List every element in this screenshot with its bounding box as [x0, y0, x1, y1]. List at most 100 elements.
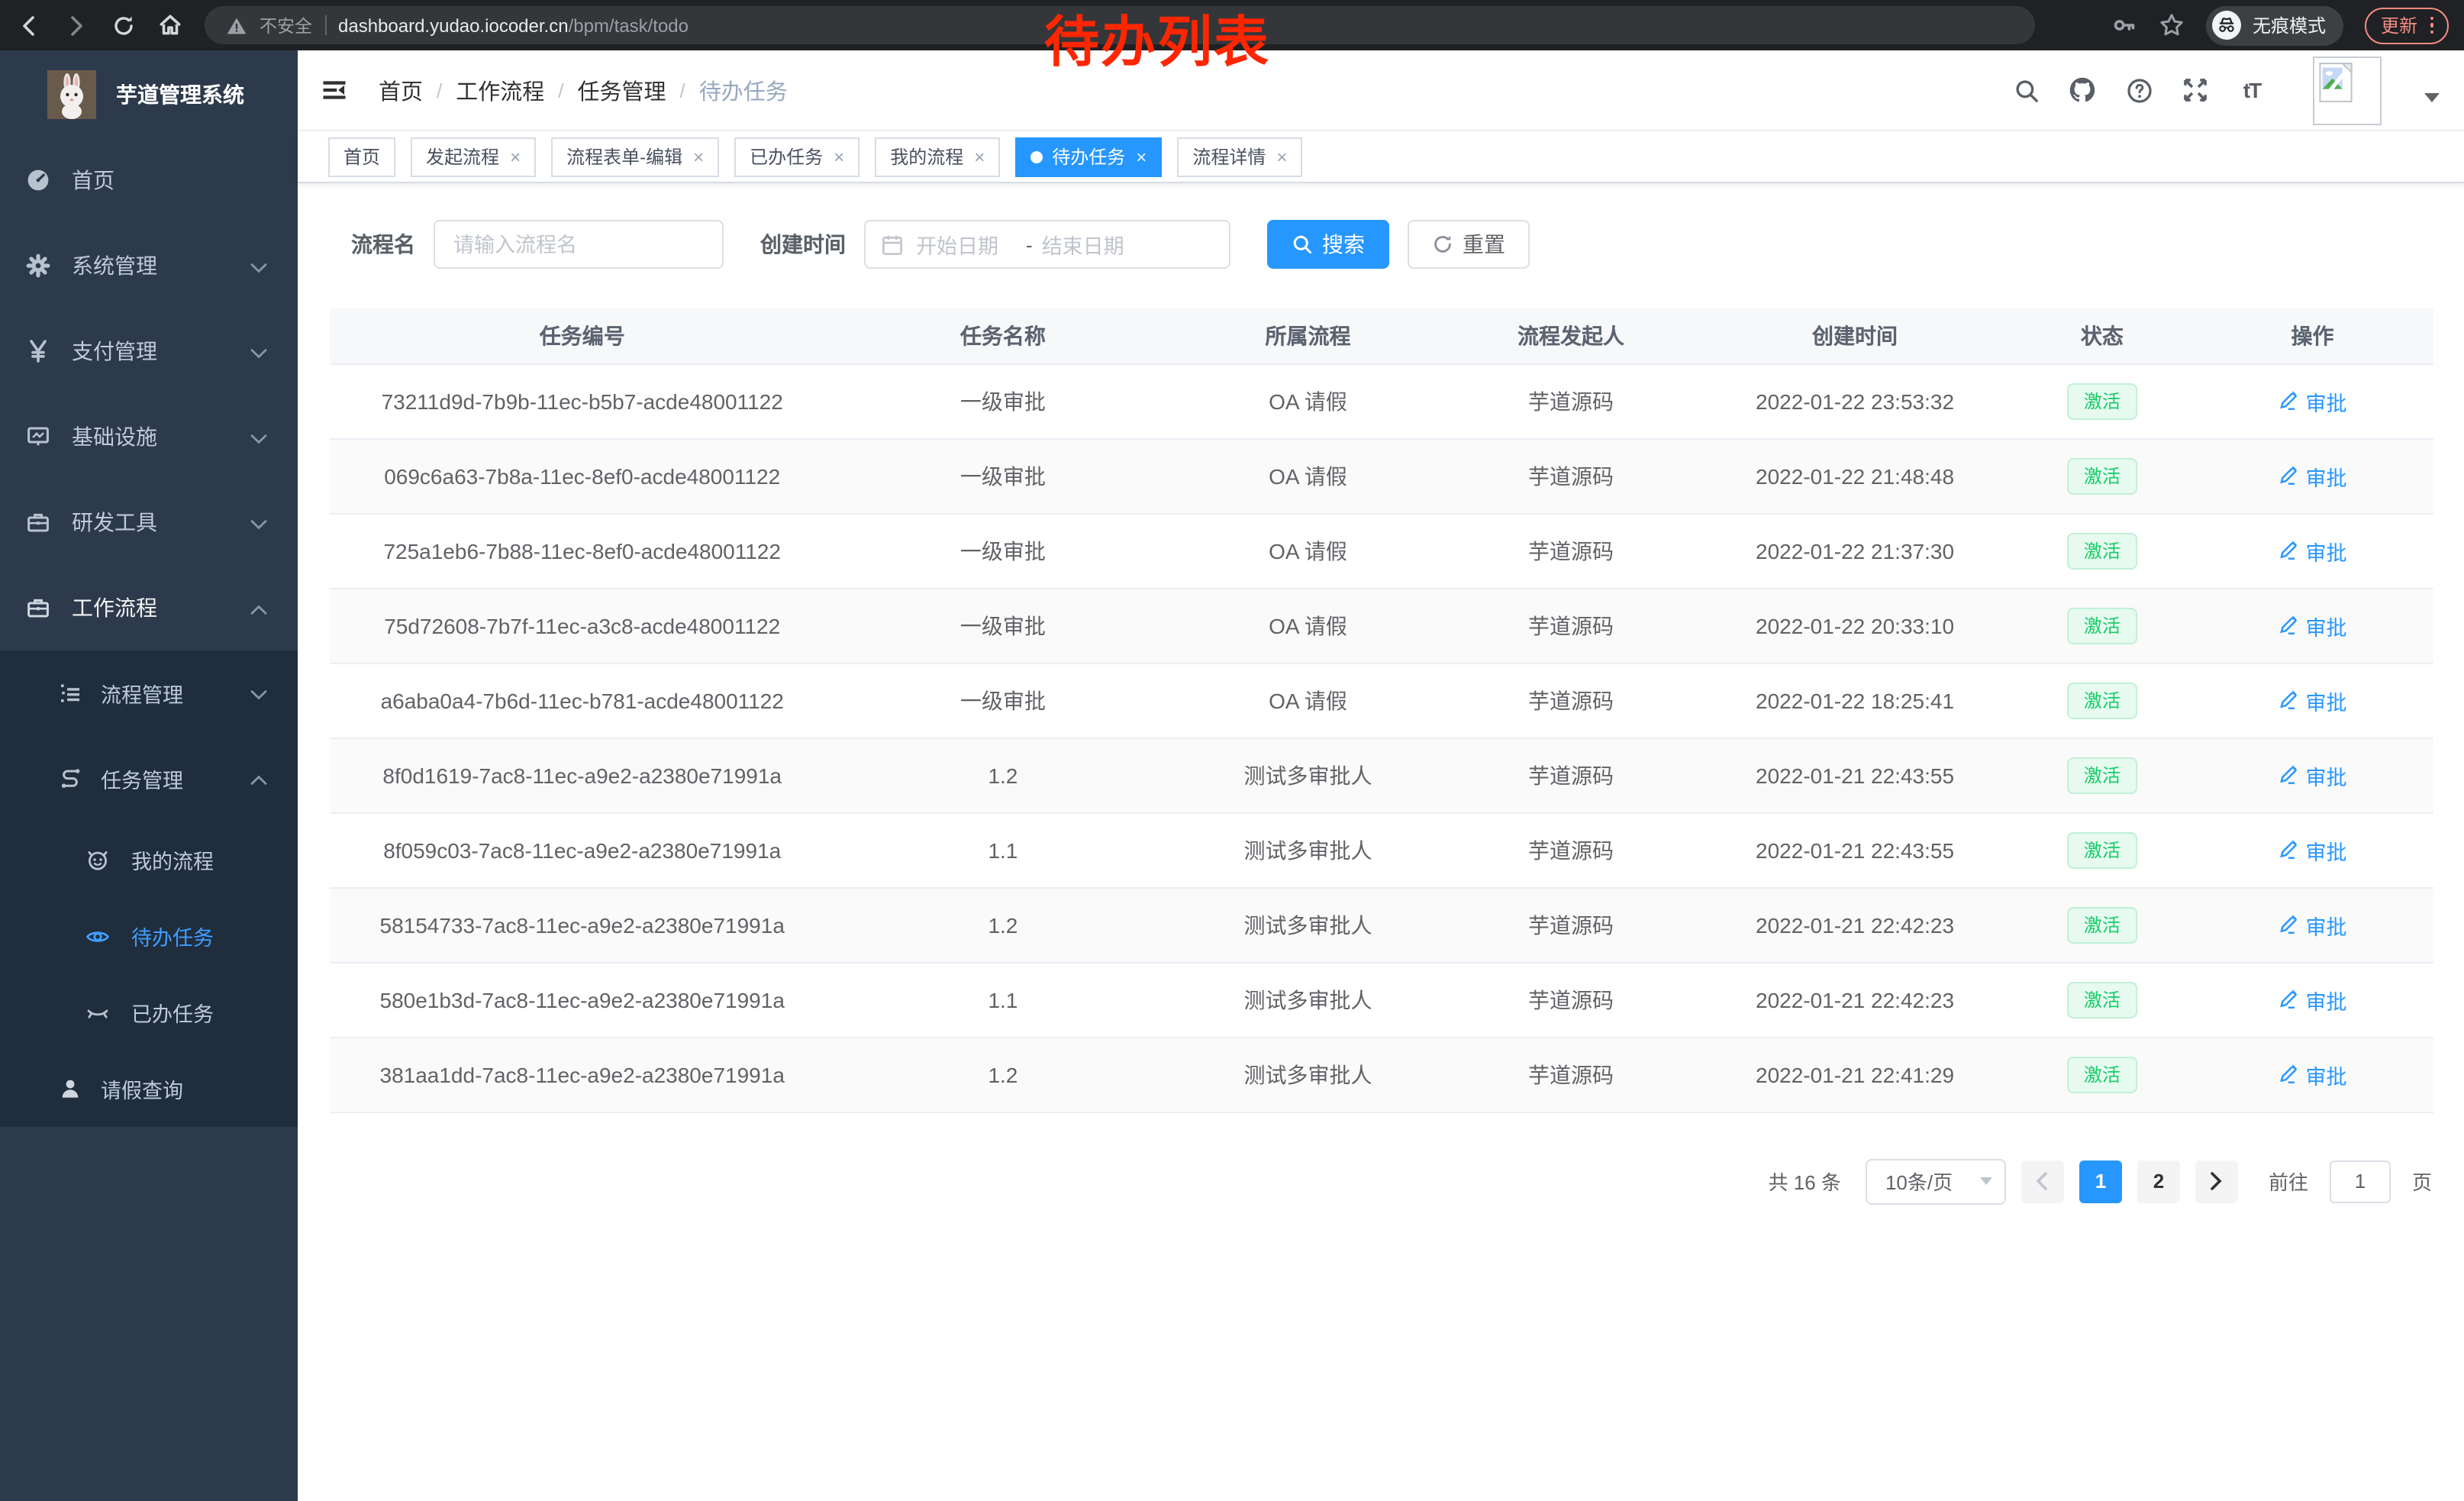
- avatar-dropdown-caret-icon[interactable]: [2424, 93, 2440, 102]
- tab-process-form-edit[interactable]: 流程表单-编辑 ×: [551, 137, 720, 176]
- browser-reload-icon[interactable]: [110, 12, 136, 38]
- update-label: 更新: [2380, 15, 2417, 37]
- next-page-button[interactable]: [2195, 1160, 2238, 1202]
- column-header: 操作: [2191, 308, 2433, 364]
- approve-link[interactable]: 审批: [2278, 1059, 2346, 1089]
- approve-link[interactable]: 审批: [2278, 610, 2346, 641]
- address-bar[interactable]: 不安全 dashboard.yudao.iocoder.cn/bpm/task/…: [205, 6, 2036, 44]
- security-warning-icon[interactable]: [226, 15, 247, 36]
- github-icon[interactable]: [2069, 76, 2096, 104]
- fullscreen-icon[interactable]: [2182, 76, 2209, 104]
- page-button-1[interactable]: 1: [2079, 1160, 2122, 1202]
- approve-link[interactable]: 审批: [2278, 460, 2346, 491]
- create-time-label: 创建时间: [760, 232, 846, 257]
- list-icon: [58, 681, 82, 705]
- font-size-icon[interactable]: tT: [2243, 78, 2262, 102]
- browser-home-icon[interactable]: [157, 12, 183, 38]
- column-header: 创建时间: [1697, 308, 2013, 364]
- page-button-2[interactable]: 2: [2137, 1160, 2180, 1202]
- approve-link[interactable]: 审批: [2278, 760, 2346, 790]
- total-count: 共 16 条: [1768, 1171, 1841, 1194]
- chevron-down-icon: [1979, 1177, 1992, 1185]
- sidebar-item-task-management[interactable]: 任务管理: [0, 736, 298, 822]
- sidebar-item-payment[interactable]: 支付管理: [0, 308, 298, 394]
- breadcrumb-workflow[interactable]: 工作流程: [456, 80, 545, 105]
- sidebar-item-leave-query[interactable]: 请假查询: [0, 1051, 298, 1127]
- incognito-badge: 无痕模式: [2206, 5, 2344, 45]
- topbar-icons: tT: [2012, 56, 2440, 124]
- table-row: 069c6a63-7b8a-11ec-8ef0-acde48001122 一级审批…: [330, 438, 2433, 514]
- tab-todo-tasks[interactable]: 待办任务 ×: [1015, 137, 1163, 176]
- chevron-down-icon: [250, 510, 267, 534]
- browser-back-icon[interactable]: [15, 12, 41, 38]
- table-row: 381aa1dd-7ac8-11ec-a9e2-a2380e71991a 1.2 测…: [330, 1037, 2433, 1112]
- reset-button[interactable]: 重置: [1408, 220, 1530, 269]
- incognito-icon: [2212, 11, 2242, 40]
- approve-link[interactable]: 审批: [2278, 834, 2346, 865]
- tab-home[interactable]: 首页: [328, 137, 396, 176]
- sidebar-item-devtools[interactable]: 研发工具: [0, 479, 298, 565]
- bookmark-star-icon[interactable]: [2159, 12, 2185, 38]
- sidebar-item-process-management[interactable]: 流程管理: [0, 650, 298, 736]
- tab-start-process[interactable]: 发起流程 ×: [411, 137, 537, 176]
- close-icon[interactable]: ×: [1136, 146, 1147, 167]
- breadcrumb-task-management[interactable]: 任务管理: [577, 80, 666, 105]
- browser-update-button[interactable]: 更新: [2365, 7, 2449, 44]
- pagination: 共 16 条 10条/页 1 2 前往 页: [298, 1158, 2432, 1204]
- start-date-placeholder: 开始日期: [916, 235, 998, 258]
- url-divider: [324, 15, 326, 35]
- sidebar-item-home[interactable]: 首页: [0, 137, 298, 223]
- status-badge: 激活: [2066, 831, 2137, 868]
- browser-forward-icon[interactable]: [63, 12, 89, 38]
- column-header: 所属流程: [1171, 308, 1445, 364]
- goto-label: 前往: [2268, 1171, 2308, 1194]
- goto-page-input[interactable]: [2329, 1160, 2391, 1202]
- refresh-icon: [1432, 234, 1453, 255]
- user-icon: [58, 1077, 82, 1101]
- search-icon: [1292, 234, 1313, 255]
- help-icon[interactable]: [2125, 76, 2153, 104]
- status-badge: 激活: [2066, 981, 2137, 1018]
- breadcrumb-current: 待办任务: [698, 80, 788, 105]
- approve-link[interactable]: 审批: [2278, 909, 2346, 940]
- close-icon[interactable]: ×: [974, 146, 985, 167]
- status-badge: 激活: [2066, 1056, 2137, 1093]
- date-range-picker[interactable]: 开始日期 - 结束日期: [864, 220, 1230, 269]
- page-size-select[interactable]: 10条/页: [1865, 1158, 2006, 1204]
- password-key-icon[interactable]: [2112, 12, 2138, 38]
- close-icon[interactable]: ×: [693, 146, 705, 167]
- close-icon[interactable]: ×: [834, 146, 845, 167]
- eye-closed-icon: [85, 1000, 110, 1025]
- close-icon[interactable]: ×: [510, 146, 521, 167]
- sidebar-item-my-process[interactable]: 我的流程: [0, 822, 298, 898]
- tab-process-detail[interactable]: 流程详情 ×: [1177, 137, 1303, 176]
- column-header: 状态: [2012, 308, 2191, 364]
- sidebar-collapse-icon[interactable]: [321, 76, 348, 104]
- tab-done-tasks[interactable]: 已办任务 ×: [734, 137, 860, 176]
- prev-page-button[interactable]: [2021, 1160, 2064, 1202]
- date-range-separator: -: [1026, 233, 1033, 256]
- dashboard-icon: [26, 168, 50, 192]
- sidebar-item-done-tasks[interactable]: 已办任务: [0, 974, 298, 1051]
- approve-link[interactable]: 审批: [2278, 984, 2346, 1015]
- breadcrumb-home[interactable]: 首页: [379, 80, 423, 105]
- approve-link[interactable]: 审批: [2278, 386, 2346, 416]
- sidebar: 芋道管理系统 首页 系统管理 支付管理: [0, 50, 298, 1501]
- browser-menu-icon[interactable]: [2430, 16, 2433, 34]
- search-button[interactable]: 搜索: [1267, 220, 1389, 269]
- task-table: 任务编号 任务名称 所属流程 流程发起人 创建时间 状态 操作 73211d9d…: [330, 308, 2433, 1112]
- avatar[interactable]: [2313, 56, 2382, 124]
- search-icon[interactable]: [2012, 76, 2040, 104]
- monitor-icon: [26, 424, 50, 449]
- close-icon[interactable]: ×: [1276, 146, 1288, 167]
- chevron-down-icon: [250, 682, 267, 705]
- sidebar-item-todo-tasks[interactable]: 待办任务: [0, 898, 298, 974]
- sidebar-item-workflow[interactable]: 工作流程: [0, 565, 298, 650]
- approve-link[interactable]: 审批: [2278, 685, 2346, 715]
- tab-my-process[interactable]: 我的流程 ×: [875, 137, 1001, 176]
- sidebar-item-system[interactable]: 系统管理: [0, 223, 298, 308]
- sidebar-item-infrastructure[interactable]: 基础设施: [0, 394, 298, 479]
- approve-link[interactable]: 审批: [2278, 535, 2346, 566]
- process-name-input[interactable]: [434, 220, 724, 269]
